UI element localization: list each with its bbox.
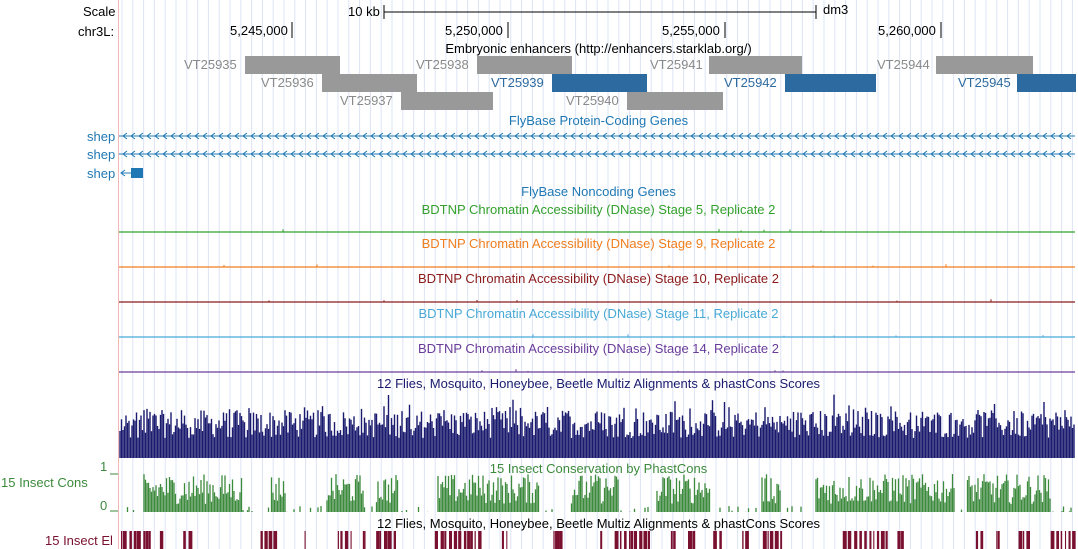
enhancers-track-title[interactable]: Embryonic enhancers (http://enhancers.st… xyxy=(445,41,752,56)
phastcons-track-title[interactable]: 15 Insect Conservation by PhastCons xyxy=(489,461,708,476)
tick-label: 5,245,000 xyxy=(230,23,288,38)
gene-models[interactable] xyxy=(119,126,1078,182)
enhancer-feature[interactable] xyxy=(401,92,493,110)
scale-bar xyxy=(383,5,817,19)
enhancer-label: VT25939 xyxy=(491,75,544,90)
enhancer-feature[interactable] xyxy=(936,56,1033,74)
tick-label: 5,255,000 xyxy=(662,23,720,38)
chrom-label: chr3L: xyxy=(78,24,115,39)
dnase-signal[interactable] xyxy=(119,225,1078,375)
enhancer-feature[interactable] xyxy=(322,74,417,92)
ruler-ticks xyxy=(291,22,942,38)
elements-track-title[interactable]: 12 Flies, Mosquito, Honeybee, Beetle Mul… xyxy=(377,516,820,531)
phastcons-ymax: 1 xyxy=(100,459,108,474)
enhancer-feature[interactable] xyxy=(552,74,647,92)
enhancer-label: VT25936 xyxy=(261,75,314,90)
scale-value: 10 kb xyxy=(348,4,380,19)
gene-label[interactable]: shep xyxy=(87,166,116,181)
phastcons-side-label[interactable]: 15 Insect Cons xyxy=(1,475,88,490)
multiz-signal[interactable] xyxy=(119,392,1078,458)
tick-label: 5,260,000 xyxy=(878,23,936,38)
noncoding-track-title[interactable]: FlyBase Noncoding Genes xyxy=(521,184,676,199)
enhancer-label: VT25937 xyxy=(340,93,393,108)
left-margin-divider xyxy=(118,0,119,549)
enhancer-feature[interactable] xyxy=(1017,74,1076,92)
elements-side-label[interactable]: 15 Insect El xyxy=(45,533,113,548)
phastcons-signal[interactable] xyxy=(119,474,1078,512)
enhancer-label: VT25940 xyxy=(566,93,619,108)
gene-label[interactable]: shep xyxy=(87,129,116,144)
dnase-track-title[interactable]: BDTNP Chromatin Accessibility (DNase) St… xyxy=(417,341,780,356)
gene-label[interactable]: shep xyxy=(87,147,116,162)
assembly-label: dm3 xyxy=(823,2,849,17)
enhancer-label: VT25941 xyxy=(650,57,703,72)
enhancer-label: VT25942 xyxy=(724,75,777,90)
phastcons-axis-ticks xyxy=(110,473,118,512)
dnase-track-title[interactable]: BDTNP Chromatin Accessibility (DNase) St… xyxy=(421,202,776,217)
scale-label: Scale xyxy=(83,4,116,19)
enhancer-feature[interactable] xyxy=(477,56,572,74)
phastcons-ymin: 0 xyxy=(100,498,108,513)
enhancer-feature[interactable] xyxy=(785,74,876,92)
conserved-elements[interactable] xyxy=(119,531,1078,549)
dnase-track-title[interactable]: BDTNP Chromatin Accessibility (DNase) St… xyxy=(418,306,779,321)
enhancer-feature[interactable] xyxy=(709,56,802,74)
dnase-track-title[interactable]: BDTNP Chromatin Accessibility (DNase) St… xyxy=(417,271,780,286)
genes-track-title[interactable]: FlyBase Protein-Coding Genes xyxy=(508,113,689,128)
enhancer-feature[interactable] xyxy=(245,56,340,74)
enhancer-label: VT25944 xyxy=(877,57,930,72)
enhancer-feature[interactable] xyxy=(627,92,723,110)
tick-label: 5,250,000 xyxy=(445,23,503,38)
dnase-track-title[interactable]: BDTNP Chromatin Accessibility (DNase) St… xyxy=(421,236,776,251)
multiz-track-title[interactable]: 12 Flies, Mosquito, Honeybee, Beetle Mul… xyxy=(377,376,820,391)
enhancer-label: VT25945 xyxy=(958,75,1011,90)
enhancer-label: VT25938 xyxy=(416,57,469,72)
enhancer-label: VT25935 xyxy=(184,57,237,72)
